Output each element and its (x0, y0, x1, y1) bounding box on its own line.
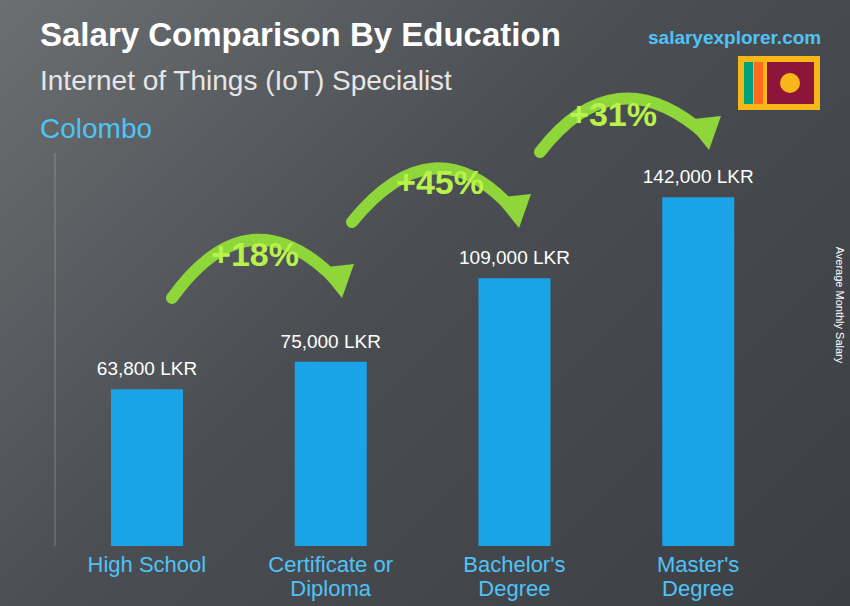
svg-text:salaryexplorer.com: salaryexplorer.com (648, 27, 821, 48)
svg-text:63,800 LKR: 63,800 LKR (97, 358, 197, 379)
svg-text:Salary Comparison By Education: Salary Comparison By Education (40, 16, 561, 53)
svg-text:Colombo: Colombo (40, 113, 152, 144)
svg-text:Degree: Degree (478, 576, 550, 601)
svg-text:+45%: +45% (396, 163, 484, 201)
svg-text:Internet of Things (IoT) Speci: Internet of Things (IoT) Specialist (40, 65, 452, 96)
svg-text:Bachelor's: Bachelor's (463, 552, 565, 577)
svg-text:Certificate or: Certificate or (268, 552, 393, 577)
svg-text:Average Monthly Salary: Average Monthly Salary (834, 247, 842, 364)
svg-text:109,000 LKR: 109,000 LKR (459, 247, 570, 268)
svg-text:Master's: Master's (657, 552, 739, 577)
svg-text:Diploma: Diploma (290, 576, 371, 601)
svg-text:142,000 LKR: 142,000 LKR (643, 166, 754, 187)
svg-text:Degree: Degree (662, 576, 734, 601)
svg-text:+31%: +31% (569, 95, 657, 133)
svg-text:High School: High School (88, 552, 207, 577)
svg-text:75,000 LKR: 75,000 LKR (281, 331, 381, 352)
svg-text:+18%: +18% (211, 235, 299, 273)
